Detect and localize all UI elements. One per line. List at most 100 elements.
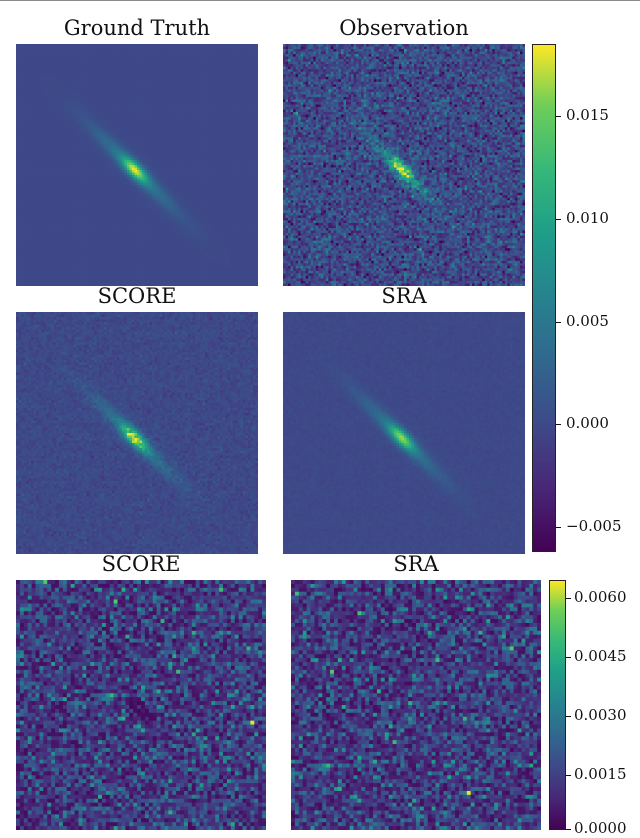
heatmap-cell <box>157 137 161 141</box>
heatmap-cell <box>159 154 163 158</box>
heatmap-cell <box>109 112 113 115</box>
heatmap-cell <box>36 132 40 136</box>
heatmap-cell <box>26 154 29 158</box>
heatmap-cell <box>189 64 193 68</box>
heatmap-cell <box>169 144 173 148</box>
heatmap-cell <box>94 132 98 136</box>
heatmap-cell <box>89 114 93 118</box>
heatmap-cell <box>164 46 168 50</box>
heatmap-cell <box>167 86 171 90</box>
heatmap-cell <box>255 134 258 138</box>
heatmap-cell <box>26 56 29 60</box>
heatmap-cell <box>71 132 75 136</box>
heatmap-cell <box>142 142 145 146</box>
heatmap-cell <box>240 94 244 98</box>
heatmap-cell <box>255 89 258 93</box>
heatmap-cell <box>205 157 208 161</box>
heatmap-cell <box>197 119 201 123</box>
heatmap-cell <box>58 129 62 133</box>
heatmap-cell <box>46 79 50 83</box>
heatmap-cell <box>189 76 193 80</box>
heatmap-cell <box>184 44 188 47</box>
heatmap-cell <box>56 101 60 105</box>
heatmap-cell <box>167 137 171 141</box>
heatmap-cell <box>207 132 211 136</box>
heatmap-cell <box>210 165 214 168</box>
heatmap-cell <box>152 147 156 151</box>
heatmap-cell <box>230 44 234 47</box>
heatmap-cell <box>222 129 226 133</box>
heatmap-cell <box>36 56 40 60</box>
heatmap-cell <box>91 89 95 93</box>
heatmap-cell <box>66 114 70 118</box>
heatmap-cell <box>197 117 201 121</box>
heatmap-cell <box>212 157 216 161</box>
heatmap-cell <box>109 74 113 78</box>
heatmap-cell <box>56 122 60 126</box>
heatmap-cell <box>164 117 168 121</box>
heatmap-cell <box>152 132 156 136</box>
heatmap-cell <box>192 129 196 133</box>
heatmap-cell <box>169 107 173 110</box>
heatmap-cell <box>84 59 87 63</box>
heatmap-cell <box>159 94 163 98</box>
heatmap-cell <box>109 56 113 60</box>
heatmap-cell <box>116 104 120 108</box>
heatmap-cell <box>212 134 216 138</box>
heatmap-cell <box>232 132 236 136</box>
heatmap-cell <box>184 46 188 50</box>
heatmap-cell <box>33 86 37 90</box>
heatmap-cell <box>63 165 67 168</box>
heatmap-cell <box>202 79 206 83</box>
heatmap-cell <box>197 137 201 141</box>
heatmap-cell <box>124 91 128 95</box>
heatmap-cell <box>21 71 24 75</box>
heatmap-cell <box>187 109 191 113</box>
heatmap-cell <box>237 172 241 176</box>
heatmap-cell <box>230 59 234 63</box>
heatmap-cell <box>232 76 236 80</box>
heatmap-cell <box>182 56 186 60</box>
heatmap-cell <box>23 101 27 105</box>
heatmap-cell <box>207 109 211 113</box>
heatmap-cell <box>76 96 80 100</box>
heatmap-cell <box>242 152 246 156</box>
heatmap-cell <box>36 154 40 158</box>
heatmap-cell <box>242 99 246 103</box>
heatmap-cell <box>76 122 80 126</box>
heatmap-cell <box>167 101 171 105</box>
heatmap-cell <box>179 122 183 126</box>
heatmap-cell <box>79 104 82 108</box>
heatmap-cell <box>101 79 105 83</box>
heatmap-cell <box>76 51 80 55</box>
heatmap-cell <box>187 84 191 88</box>
heatmap-cell <box>51 99 55 103</box>
heatmap-cell <box>38 64 42 68</box>
heatmap-cell <box>220 66 224 70</box>
heatmap-cell <box>144 144 148 148</box>
heatmap-cell <box>111 64 115 68</box>
heatmap-cell <box>28 51 32 55</box>
heatmap-cell <box>101 91 105 95</box>
heatmap-cell <box>36 89 40 93</box>
heatmap-cell <box>129 144 133 148</box>
heatmap-cell <box>73 112 77 115</box>
heatmap-cell <box>232 117 236 121</box>
heatmap-cell <box>240 71 244 75</box>
heatmap-cell <box>89 99 93 103</box>
heatmap-cell <box>212 129 216 133</box>
heatmap-cell <box>144 56 148 60</box>
heatmap-cell <box>58 165 62 168</box>
heatmap-cell <box>220 137 224 141</box>
heatmap-cell <box>68 86 72 90</box>
heatmap-cell <box>56 51 60 55</box>
heatmap-cell <box>79 122 82 126</box>
heatmap-cell <box>137 117 140 121</box>
heatmap-cell <box>84 86 87 90</box>
heatmap-cell <box>217 49 221 52</box>
heatmap-cell <box>174 139 178 143</box>
heatmap-cell <box>250 154 254 158</box>
heatmap-cell <box>250 51 254 55</box>
heatmap-cell <box>232 162 236 166</box>
heatmap-cell <box>91 107 95 110</box>
